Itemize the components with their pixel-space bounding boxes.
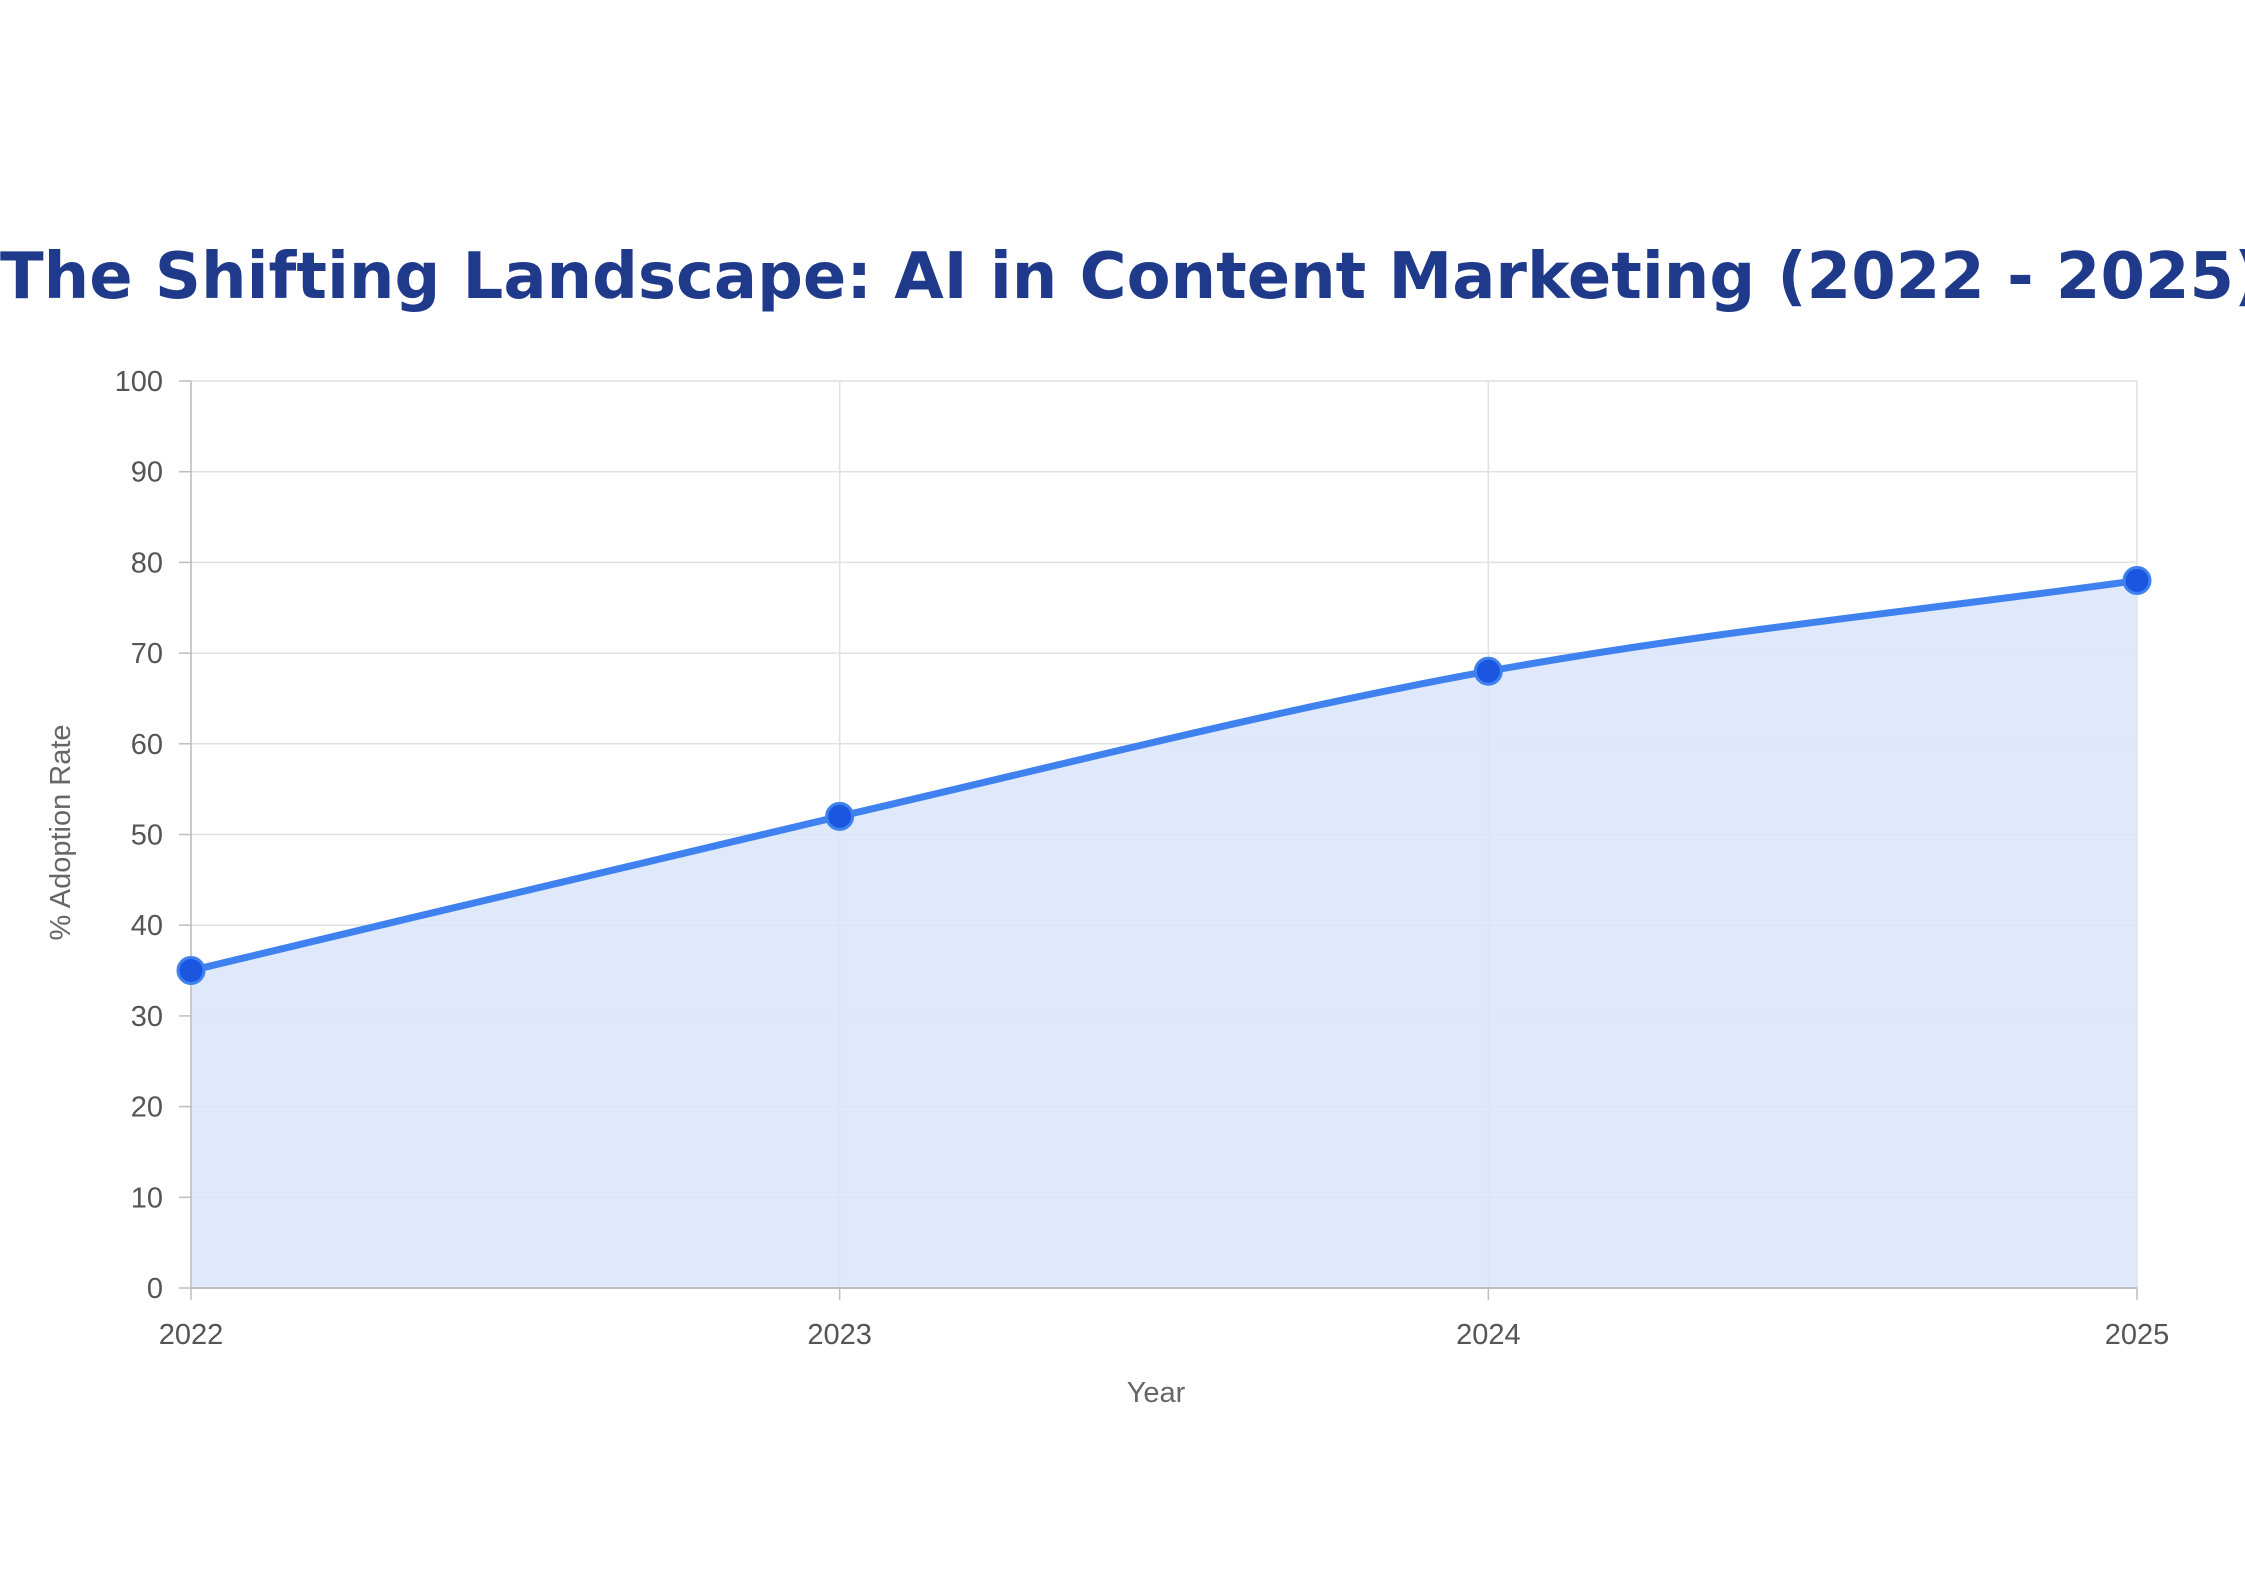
area-layer xyxy=(191,580,2137,1288)
y-tick-label: 60 xyxy=(131,729,163,761)
chart-title: The Shifting Landscape: AI in Content Ma… xyxy=(0,240,2245,314)
x-axis-title: Year xyxy=(1127,1377,1186,1409)
x-tick-label: 2022 xyxy=(159,1319,224,1351)
y-axis-title: % Adoption Rate xyxy=(45,724,77,940)
data-point xyxy=(2122,566,2152,596)
x-tick-label: 2024 xyxy=(1456,1319,1521,1351)
line-layer xyxy=(187,577,2141,975)
label-layer: 0 10 20 30 40 50 60 70 80 90 100 2022 2023 2024 2025 Ye… xyxy=(45,366,2169,1409)
y-tick-label: 100 xyxy=(115,366,163,398)
y-tick-label: 80 xyxy=(131,547,163,579)
y-tick-label: 30 xyxy=(131,1001,163,1033)
data-point xyxy=(176,956,206,986)
y-tick-label: 40 xyxy=(131,910,163,942)
y-tick-label: 10 xyxy=(131,1182,163,1214)
y-tick-label: 70 xyxy=(131,638,163,670)
x-tick-label: 2023 xyxy=(807,1319,872,1351)
y-tick-label: 90 xyxy=(131,457,163,489)
point-layer xyxy=(176,566,2152,986)
data-point xyxy=(1473,656,1503,686)
series-line xyxy=(187,577,2141,975)
y-tick-label: 50 xyxy=(131,820,163,852)
y-tick-label: 20 xyxy=(131,1092,163,1124)
x-tick-label: 2025 xyxy=(2105,1319,2170,1351)
series-area xyxy=(191,580,2137,1288)
y-tick-label: 0 xyxy=(147,1273,163,1305)
axis-layer xyxy=(179,380,2138,1300)
data-point xyxy=(825,801,855,831)
